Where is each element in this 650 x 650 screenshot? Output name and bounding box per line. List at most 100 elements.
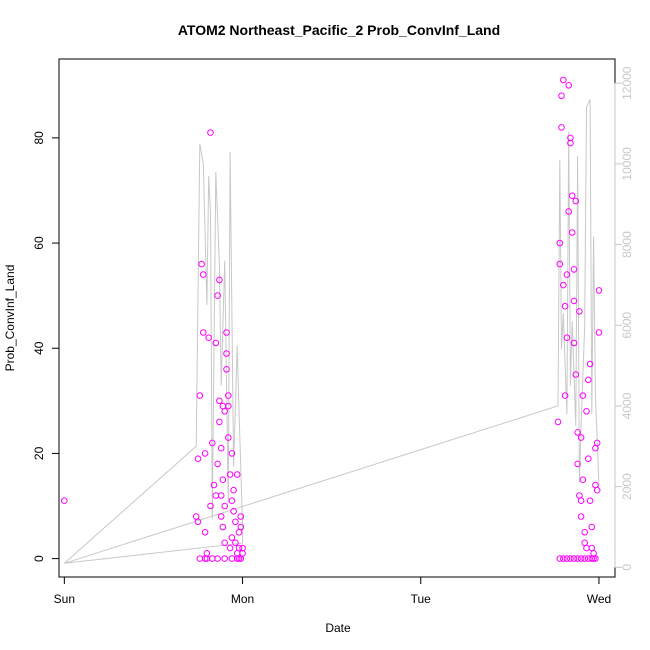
- data-point: [567, 555, 574, 562]
- series-line: [63, 99, 600, 564]
- chart-title: ATOM2 Northeast_Pacific_2 Prob_ConvInf_L…: [178, 22, 500, 38]
- data-point: [558, 92, 565, 100]
- data-point: [560, 76, 567, 84]
- data-point: [219, 476, 227, 484]
- data-point: [221, 502, 228, 510]
- data-point: [203, 550, 211, 557]
- y-tick-label: 20: [32, 446, 46, 460]
- y-axis-right: 0 2000 4000 6000 8000 10000 12000: [614, 66, 634, 571]
- plot-frame: [58, 58, 616, 578]
- data-point: [212, 492, 220, 499]
- data-point: [210, 481, 218, 489]
- data-point: [216, 397, 223, 405]
- data-point: [563, 334, 571, 342]
- x-tick-label: Wed: [587, 592, 611, 606]
- data-point: [561, 302, 569, 310]
- data-point: [572, 371, 580, 378]
- data-point: [207, 502, 214, 510]
- y-tick-label: 0: [32, 555, 46, 562]
- data-point: [209, 439, 216, 447]
- data-point: [563, 555, 571, 562]
- data-point: [226, 544, 234, 552]
- data-point: [196, 555, 204, 562]
- data-point: [572, 197, 580, 205]
- x-tick-label: Tue: [411, 592, 432, 606]
- data-point: [581, 555, 589, 562]
- data-point: [214, 460, 221, 468]
- data-point: [201, 529, 209, 536]
- data-point: [207, 129, 214, 136]
- data-point: [228, 450, 236, 457]
- data-point: [228, 555, 236, 562]
- data-point: [223, 366, 230, 373]
- data-point: [232, 518, 239, 526]
- x-tick-label: Mon: [231, 592, 254, 606]
- data-point: [217, 492, 225, 499]
- y-tick-label: 40: [32, 341, 46, 355]
- data-point: [217, 444, 225, 452]
- data-point: [583, 544, 590, 552]
- y2-tick-label: 8000: [620, 231, 634, 258]
- data-point: [214, 292, 221, 299]
- data-point: [577, 434, 585, 441]
- data-point: [198, 260, 205, 268]
- data-point: [567, 134, 574, 142]
- data-point: [194, 518, 202, 526]
- data-point: [577, 555, 585, 562]
- data-point: [239, 550, 246, 557]
- data-point: [595, 329, 603, 336]
- data-point: [588, 555, 596, 562]
- data-point: [221, 555, 228, 562]
- data-point: [192, 513, 200, 520]
- y2-tick-label: 12000: [620, 66, 634, 100]
- data-point: [592, 555, 599, 562]
- data-point: [570, 555, 578, 562]
- y-axis-label: Prob_ConvInf_Land: [3, 265, 17, 372]
- data-point: [568, 229, 576, 236]
- data-point: [593, 439, 601, 447]
- data-point: [561, 392, 569, 399]
- data-point: [225, 402, 232, 410]
- data-point: [221, 408, 228, 415]
- data-point: [570, 297, 578, 305]
- y-tick-label: 80: [32, 131, 46, 145]
- data-point: [216, 418, 223, 426]
- data-point: [577, 497, 585, 505]
- data-point: [563, 271, 571, 278]
- y2-tick-label: 2000: [620, 473, 634, 500]
- data-point: [201, 555, 209, 562]
- data-point: [228, 534, 236, 541]
- data-point: [568, 192, 576, 199]
- data-point: [583, 408, 590, 415]
- data-point: [219, 523, 227, 531]
- data-point: [205, 334, 212, 342]
- data-point: [579, 476, 587, 484]
- data-point: [233, 555, 241, 562]
- data-point: [225, 434, 232, 441]
- y2-tick-label: 10000: [620, 147, 634, 181]
- data-point: [565, 82, 573, 89]
- data-point: [212, 339, 220, 347]
- data-point: [226, 471, 234, 478]
- data-point: [570, 266, 578, 273]
- data-point: [586, 497, 594, 505]
- data-point: [200, 271, 207, 278]
- data-point: [586, 360, 594, 368]
- data-point: [565, 208, 573, 215]
- data-point: [223, 329, 230, 336]
- data-point: [593, 486, 601, 494]
- data-point: [196, 392, 204, 399]
- y2-tick-label: 0: [620, 564, 634, 571]
- data-point: [585, 455, 592, 463]
- data-point: [217, 513, 225, 520]
- data-point: [237, 513, 245, 520]
- x-tick-label: Sun: [54, 592, 75, 606]
- data-point: [576, 308, 583, 315]
- data-point: [225, 392, 232, 399]
- data-point: [200, 329, 207, 336]
- data-point: [235, 544, 243, 552]
- data-point: [558, 124, 565, 131]
- data-point: [235, 529, 243, 536]
- data-point: [590, 550, 597, 557]
